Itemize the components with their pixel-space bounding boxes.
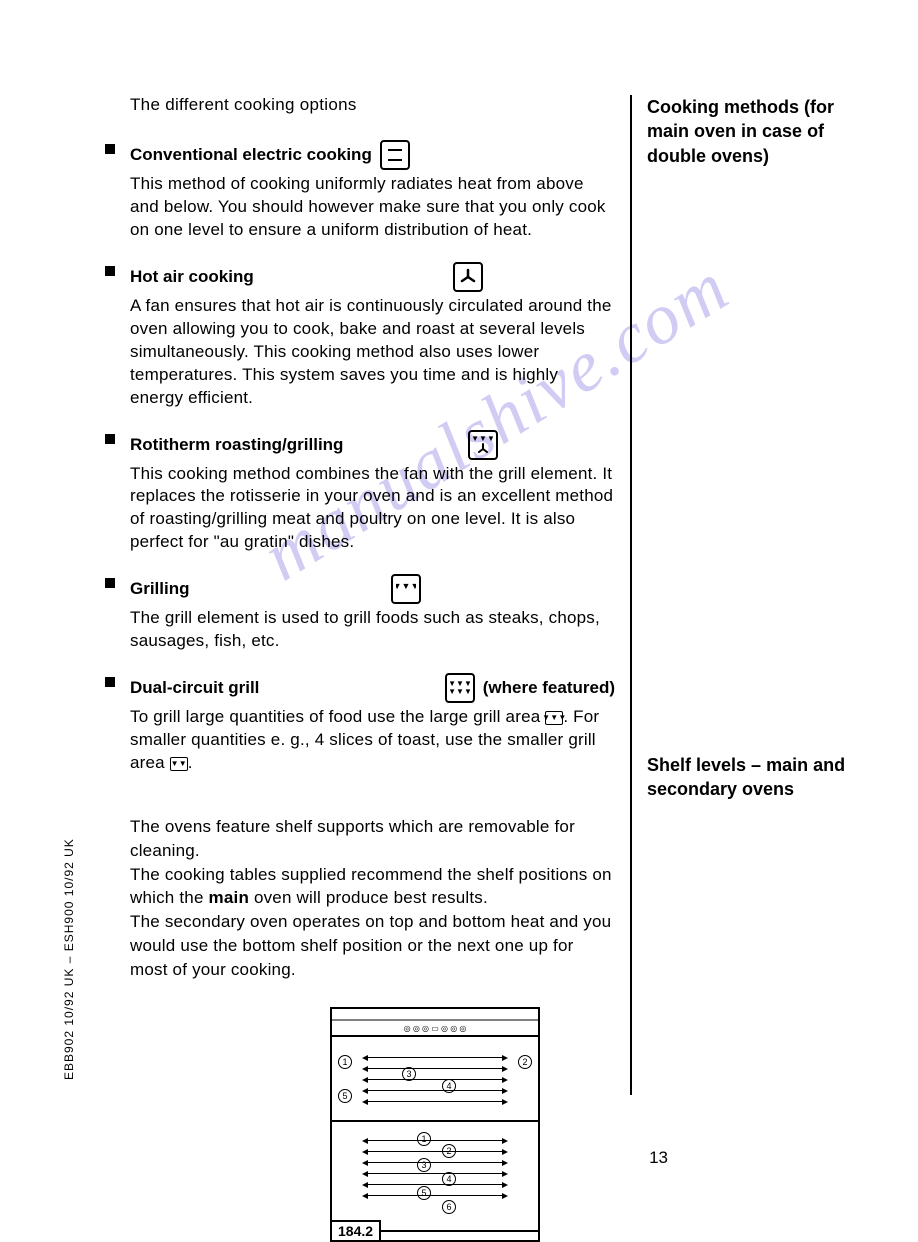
item-body: A fan ensures that hot air is continuous… — [130, 295, 615, 410]
shelf-line — [364, 1162, 506, 1163]
small-grill-inline-icon: ▼▼ — [170, 757, 188, 771]
shelf-line — [364, 1195, 506, 1196]
side-heading-shelf-levels: Shelf levels – main and secondary ovens — [647, 753, 860, 802]
item-title: Grilling — [130, 579, 190, 599]
svg-text:▼▼▼: ▼▼▼ — [473, 434, 493, 443]
svg-text:▼▼▼: ▼▼▼ — [450, 687, 470, 696]
p2-bold: main — [209, 888, 249, 907]
item-heading-row: Dual-circuit grill ▼▼▼▼▼▼ (where feature… — [130, 673, 615, 703]
item-body: The grill element is used to grill foods… — [130, 607, 615, 653]
footer-code: EBB902 10/92 UK – ESH900 10/92 UK — [62, 838, 76, 1080]
item-heading-row: Grilling ▼▼▼ — [130, 574, 615, 604]
item-title: Dual-circuit grill — [130, 678, 259, 698]
bullet-icon — [105, 266, 115, 276]
item-title: Rotitherm roasting/grilling — [130, 435, 343, 455]
item-body: To grill large quantities of food use th… — [130, 706, 615, 775]
rotitherm-icon: ▼▼▼ — [468, 430, 498, 460]
shelf-section: The ovens feature shelf supports which a… — [130, 815, 615, 982]
oven-cooktop: ◎ ◎ ◎ ▭ ◎ ◎ ◎ — [332, 1009, 538, 1037]
item-body: This method of cooking uniformly radiate… — [130, 173, 615, 242]
oven-diagram: ◎ ◎ ◎ ▭ ◎ ◎ ◎ 1 2 3 4 5 1 2 3 — [330, 1007, 540, 1242]
knob-row: ◎ ◎ ◎ ▭ ◎ ◎ ◎ — [342, 1024, 528, 1033]
shelf-line — [364, 1079, 506, 1080]
page-content: The different cooking options Convention… — [80, 95, 880, 1242]
main-column: The different cooking options Convention… — [80, 95, 630, 1242]
shelf-para-3: The secondary oven operates on top and b… — [130, 910, 615, 981]
item-title: Conventional electric cooking — [130, 145, 372, 165]
bullet-icon — [105, 677, 115, 687]
item-heading-row: Conventional electric cooking — [130, 140, 615, 170]
intro-text: The different cooking options — [130, 95, 615, 115]
dual-grill-icon: ▼▼▼▼▼▼ — [445, 673, 475, 703]
side-heading-cooking-methods: Cooking methods (for main oven in case o… — [647, 95, 860, 168]
oven-upper-compartment: 1 2 3 4 5 — [332, 1037, 538, 1122]
shelf-num-1: 1 — [338, 1055, 352, 1069]
item-heading-row: Rotitherm roasting/grilling ▼▼▼ — [130, 430, 615, 460]
p2-c: oven will produce best results. — [249, 888, 488, 907]
shelf-num-5: 5 — [338, 1089, 352, 1103]
shelf-num-6b: 6 — [442, 1200, 456, 1214]
bullet-icon — [105, 578, 115, 588]
grill-icon: ▼▼▼ — [391, 574, 421, 604]
shelf-line — [364, 1151, 506, 1152]
shelf-line — [364, 1101, 506, 1102]
item-title: Hot air cooking — [130, 267, 254, 287]
cooking-option-hotair: Hot air cooking A fan ensures that hot a… — [130, 262, 615, 410]
cooking-option-conventional: Conventional electric cooking This metho… — [130, 140, 615, 242]
figure-label: 184.2 — [330, 1220, 381, 1242]
body-part: To grill large quantities of food use th… — [130, 707, 545, 726]
cooking-option-grilling: Grilling ▼▼▼ The grill element is used t… — [130, 574, 615, 653]
item-body: This cooking method combines the fan wit… — [130, 463, 615, 555]
body-part: . — [188, 753, 193, 772]
item-suffix: (where featured) — [483, 678, 615, 698]
shelf-line — [364, 1057, 506, 1058]
shelf-line — [364, 1140, 506, 1141]
shelf-line — [364, 1184, 506, 1185]
shelf-para-1: The ovens feature shelf supports which a… — [130, 815, 615, 863]
shelf-num-2: 2 — [518, 1055, 532, 1069]
shelf-para-2: The cooking tables supplied recommend th… — [130, 863, 615, 911]
page-number: 13 — [649, 1148, 668, 1168]
svg-text:▼▼▼: ▼▼▼ — [396, 581, 416, 591]
conventional-icon — [380, 140, 410, 170]
sidebar-column: Cooking methods (for main oven in case o… — [630, 95, 860, 1095]
fan-icon — [453, 262, 483, 292]
shelf-num-1b: 1 — [417, 1132, 431, 1146]
shelf-line — [364, 1068, 506, 1069]
shelf-num-3b: 3 — [417, 1158, 431, 1172]
shelf-line — [364, 1090, 506, 1091]
oven-lower-compartment: 1 2 3 4 5 6 — [332, 1122, 538, 1232]
shelf-line — [364, 1173, 506, 1174]
item-heading-row: Hot air cooking — [130, 262, 615, 292]
cooking-option-dualgrill: Dual-circuit grill ▼▼▼▼▼▼ (where feature… — [130, 673, 615, 775]
large-grill-inline-icon: ▼▼▼ — [545, 711, 563, 725]
cooking-option-rotitherm: Rotitherm roasting/grilling ▼▼▼ This coo… — [130, 430, 615, 555]
bullet-icon — [105, 434, 115, 444]
bullet-icon — [105, 144, 115, 154]
